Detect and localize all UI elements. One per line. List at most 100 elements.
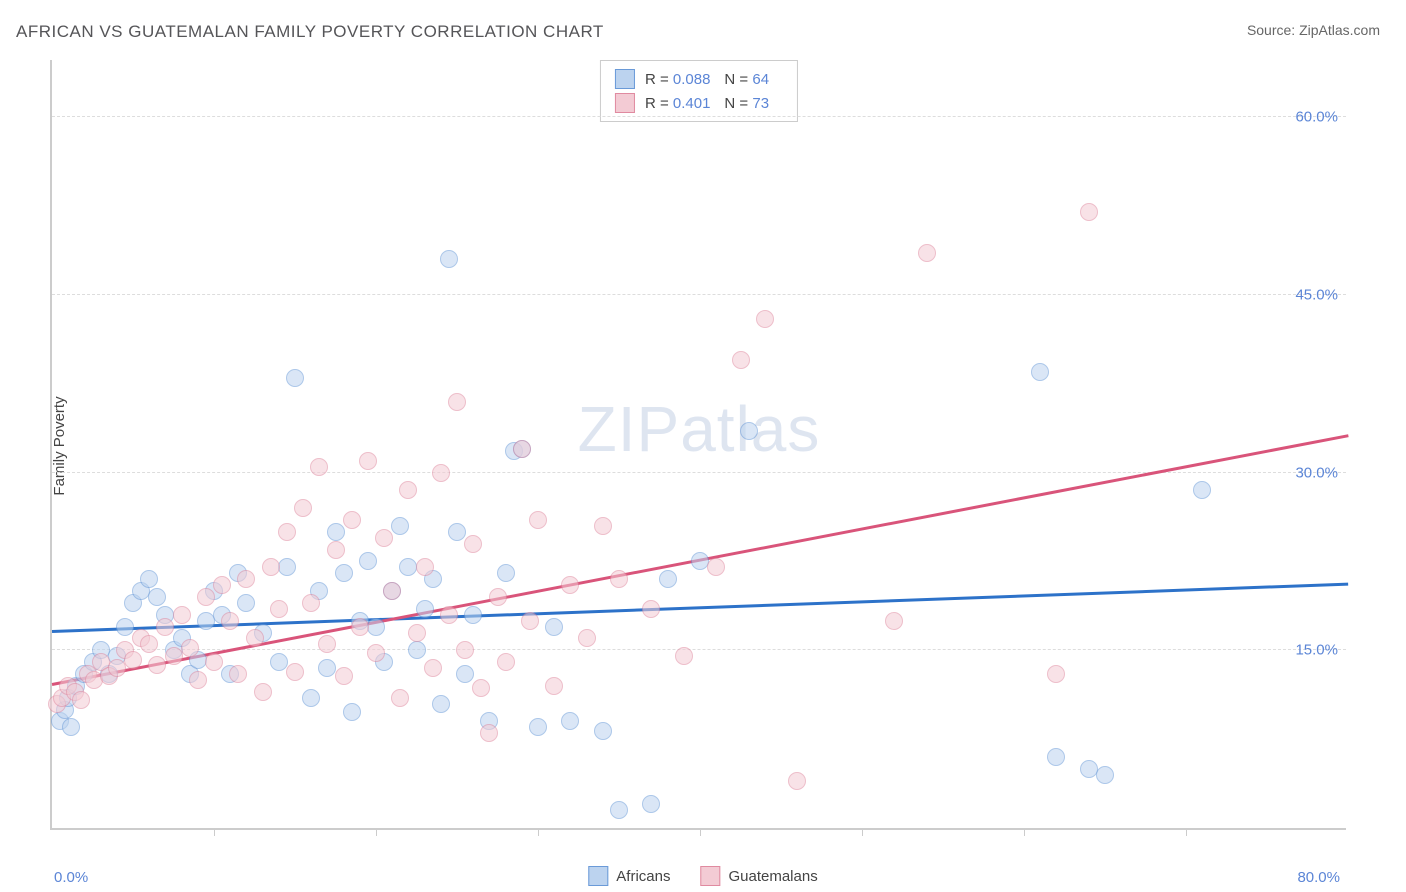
x-tick xyxy=(376,828,377,836)
point-guatemalans xyxy=(181,639,199,657)
point-africans xyxy=(529,718,547,736)
point-guatemalans xyxy=(286,663,304,681)
point-guatemalans xyxy=(367,644,385,662)
point-guatemalans xyxy=(464,535,482,553)
point-africans xyxy=(561,712,579,730)
point-guatemalans xyxy=(489,588,507,606)
point-guatemalans xyxy=(578,629,596,647)
point-guatemalans xyxy=(221,612,239,630)
point-guatemalans xyxy=(302,594,320,612)
legend-label-africans: Africans xyxy=(616,868,670,885)
point-africans xyxy=(464,606,482,624)
point-guatemalans xyxy=(359,452,377,470)
legend-item-africans: Africans xyxy=(588,866,670,886)
point-africans xyxy=(270,653,288,671)
point-guatemalans xyxy=(529,511,547,529)
point-guatemalans xyxy=(416,558,434,576)
point-africans xyxy=(740,422,758,440)
source-attribution: Source: ZipAtlas.com xyxy=(1247,22,1380,38)
legend-row-africans: R = 0.088N = 64 xyxy=(615,67,783,91)
swatch-africans-icon xyxy=(588,866,608,886)
point-africans xyxy=(327,523,345,541)
point-guatemalans xyxy=(197,588,215,606)
point-africans xyxy=(148,588,166,606)
point-guatemalans xyxy=(424,659,442,677)
point-africans xyxy=(1193,481,1211,499)
point-guatemalans xyxy=(918,244,936,262)
point-guatemalans xyxy=(448,393,466,411)
point-guatemalans xyxy=(521,612,539,630)
point-africans xyxy=(286,369,304,387)
point-africans xyxy=(432,695,450,713)
point-guatemalans xyxy=(327,541,345,559)
gridline xyxy=(52,116,1346,117)
point-guatemalans xyxy=(229,665,247,683)
x-tick xyxy=(862,828,863,836)
x-axis-min-label: 0.0% xyxy=(54,869,88,886)
point-guatemalans xyxy=(270,600,288,618)
point-guatemalans xyxy=(140,635,158,653)
point-africans xyxy=(610,801,628,819)
r-label: R = xyxy=(645,71,673,88)
point-guatemalans xyxy=(408,624,426,642)
point-guatemalans xyxy=(237,570,255,588)
x-tick xyxy=(538,828,539,836)
n-value-africans: 64 xyxy=(752,71,769,88)
point-africans xyxy=(594,722,612,740)
point-africans xyxy=(343,703,361,721)
point-guatemalans xyxy=(399,481,417,499)
watermark: ZIPatlas xyxy=(578,392,821,466)
point-guatemalans xyxy=(310,458,328,476)
r-value-africans: 0.088 xyxy=(673,71,711,88)
point-guatemalans xyxy=(732,351,750,369)
legend-item-guatemalans: Guatemalans xyxy=(700,866,817,886)
gridline xyxy=(52,649,1346,650)
y-tick-label: 60.0% xyxy=(1295,109,1338,126)
swatch-guatemalans-icon xyxy=(700,866,720,886)
point-guatemalans xyxy=(156,618,174,636)
y-tick-label: 15.0% xyxy=(1295,642,1338,659)
point-guatemalans xyxy=(675,647,693,665)
point-guatemalans xyxy=(262,558,280,576)
point-guatemalans xyxy=(278,523,296,541)
point-africans xyxy=(408,641,426,659)
plot-area: ZIPatlas R = 0.088N = 64 R = 0.401N = 73… xyxy=(50,60,1346,830)
point-guatemalans xyxy=(173,606,191,624)
point-africans xyxy=(335,564,353,582)
point-guatemalans xyxy=(545,677,563,695)
point-africans xyxy=(116,618,134,636)
x-tick xyxy=(1186,828,1187,836)
x-axis-max-label: 80.0% xyxy=(1297,869,1340,886)
point-africans xyxy=(456,665,474,683)
point-africans xyxy=(367,618,385,636)
point-guatemalans xyxy=(610,570,628,588)
point-africans xyxy=(1031,363,1049,381)
y-tick-label: 30.0% xyxy=(1295,464,1338,481)
point-guatemalans xyxy=(513,440,531,458)
series-legend: Africans Guatemalans xyxy=(588,866,817,886)
r-label: R = xyxy=(645,95,673,112)
point-guatemalans xyxy=(472,679,490,697)
legend-label-guatemalans: Guatemalans xyxy=(728,868,817,885)
point-africans xyxy=(416,600,434,618)
point-africans xyxy=(659,570,677,588)
point-africans xyxy=(62,718,80,736)
point-guatemalans xyxy=(456,641,474,659)
point-guatemalans xyxy=(1047,665,1065,683)
n-label: N = xyxy=(724,95,752,112)
point-guatemalans xyxy=(432,464,450,482)
point-guatemalans xyxy=(351,618,369,636)
point-guatemalans xyxy=(124,651,142,669)
point-guatemalans xyxy=(383,582,401,600)
point-guatemalans xyxy=(254,683,272,701)
point-guatemalans xyxy=(497,653,515,671)
point-guatemalans xyxy=(642,600,660,618)
point-guatemalans xyxy=(165,647,183,665)
point-guatemalans xyxy=(335,667,353,685)
correlation-legend: R = 0.088N = 64 R = 0.401N = 73 xyxy=(600,60,798,122)
point-africans xyxy=(237,594,255,612)
n-value-guatemalans: 73 xyxy=(752,95,769,112)
point-guatemalans xyxy=(213,576,231,594)
point-africans xyxy=(278,558,296,576)
point-africans xyxy=(359,552,377,570)
